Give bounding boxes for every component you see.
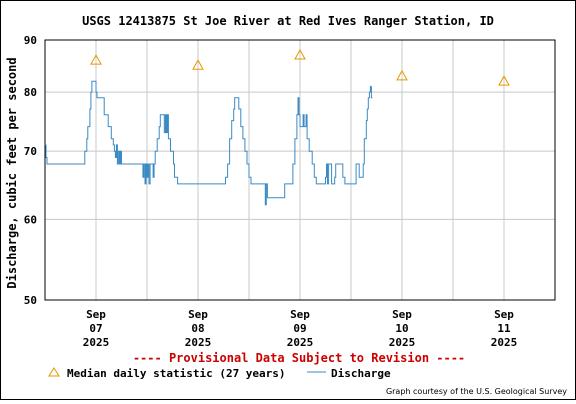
x-tick-mon: Sep (86, 308, 106, 321)
legend-median-marker (48, 367, 60, 377)
legend-discharge-label: Discharge (331, 367, 391, 380)
legend-median-label: Median daily statistic (27 years) (67, 367, 286, 380)
discharge-series (45, 80, 373, 206)
x-tick-day: 11 (497, 322, 511, 335)
x-tick-day: 10 (395, 322, 408, 335)
y-tick-label: 70 (24, 145, 37, 158)
x-tick-year: 2025 (491, 336, 518, 349)
discharge-line (45, 80, 373, 206)
x-tick-mon: Sep (392, 308, 412, 321)
grid (45, 39, 555, 301)
x-axis-ticks: Sep072025Sep082025Sep092025Sep102025Sep1… (83, 308, 518, 349)
x-tick-year: 2025 (185, 336, 212, 349)
y-tick-label: 90 (24, 34, 37, 47)
x-tick-year: 2025 (83, 336, 110, 349)
x-tick-year: 2025 (389, 336, 416, 349)
x-tick-day: 08 (191, 322, 204, 335)
plot-frame (44, 39, 556, 301)
y-axis-ticks: 50 60 70 80 90 (24, 34, 37, 307)
median-point (90, 54, 102, 65)
median-point (192, 59, 204, 70)
median-point (294, 48, 306, 60)
y-tick-label: 80 (24, 86, 37, 99)
x-tick-day: 09 (293, 322, 306, 335)
x-tick-mon: Sep (494, 308, 514, 321)
x-tick-year: 2025 (287, 336, 314, 349)
provisional-warning: ---- Provisional Data Subject to Revisio… (133, 351, 465, 365)
y-tick-label: 60 (24, 213, 37, 226)
median-series (90, 48, 510, 86)
x-tick-day: 07 (89, 322, 102, 335)
median-point (396, 69, 408, 81)
x-tick-mon: Sep (188, 308, 208, 321)
median-point (498, 75, 510, 86)
legend: Median daily statistic (27 years) Discha… (48, 367, 391, 380)
y-tick-label: 50 (24, 294, 37, 307)
y-axis-label: Discharge, cubic feet per second (5, 57, 19, 288)
credit-text: Graph courtesy of the U.S. Geological Su… (386, 387, 567, 396)
x-tick-mon: Sep (290, 308, 310, 321)
chart-title: USGS 12413875 St Joe River at Red Ives R… (82, 14, 494, 28)
